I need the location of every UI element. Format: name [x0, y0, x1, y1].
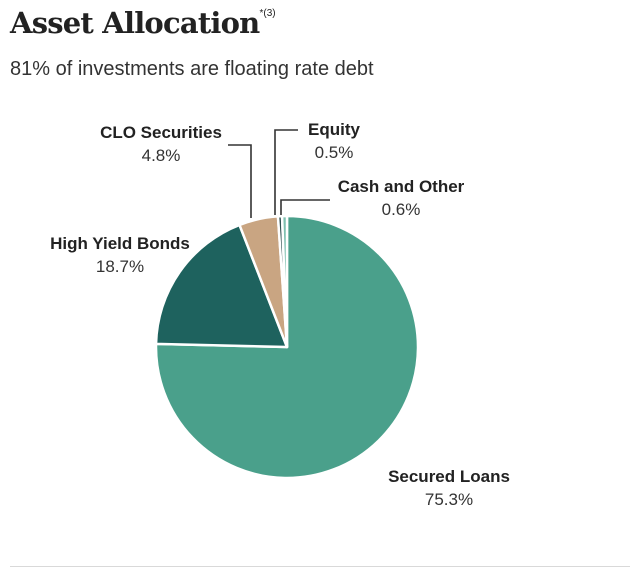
title-footnote: *(3) [259, 8, 276, 20]
slice-label-equity: Equity [308, 120, 360, 139]
pie-slice-cash-and-other [280, 214, 289, 349]
leader-line-cash-and-other [280, 199, 330, 215]
slice-label-secured-loans: Secured Loans [388, 467, 510, 486]
leader-line-equity [274, 129, 298, 215]
slice-label-high-yield-bonds: High Yield Bonds [50, 234, 190, 253]
bottom-divider [10, 566, 630, 567]
slice-value-secured-loans: 75.3% [425, 490, 473, 509]
slice-value-clo-securities: 4.8% [142, 146, 181, 165]
slice-value-cash-and-other: 0.6% [382, 200, 421, 219]
slice-label-cash-and-other: Cash and Other [338, 177, 465, 196]
slice-label-clo-securities: CLO Securities [100, 123, 222, 142]
slice-value-high-yield-bonds: 18.7% [96, 257, 144, 276]
chart-subtitle: 81% of investments are floating rate deb… [10, 58, 374, 80]
leader-line-clo-securities [228, 144, 252, 218]
pie-slice-high-yield-bonds [154, 223, 289, 349]
slice-value-equity: 0.5% [315, 143, 354, 162]
chart-title: Asset Allocation*(3) [10, 6, 276, 40]
